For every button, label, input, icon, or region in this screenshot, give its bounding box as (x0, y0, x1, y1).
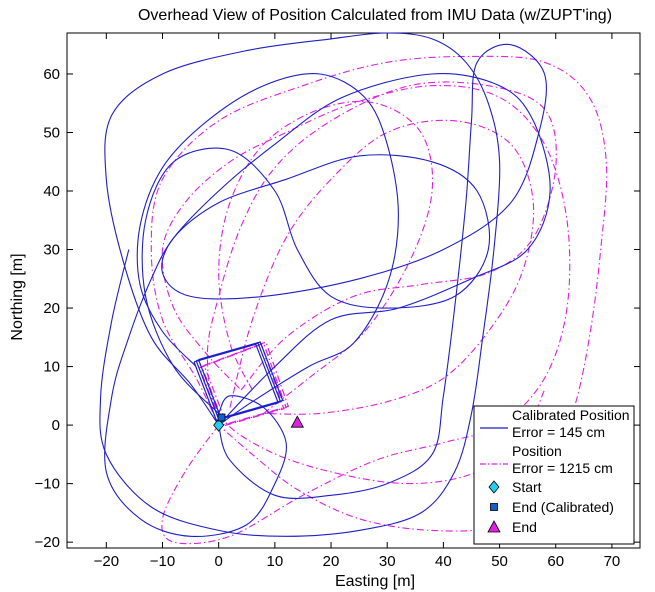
legend-marker-0 (488, 480, 500, 494)
series-0-square-pass-2 (197, 341, 284, 419)
legend-label-marker-0: Start (512, 479, 542, 495)
series-1-trace-2 (206, 81, 557, 485)
x-tick-label: 10 (267, 553, 284, 570)
legend-label-series-0: Calibrated Position (512, 407, 630, 423)
legend-label-series-0: Error = 145 cm (512, 424, 605, 440)
legend-marker-2 (487, 520, 501, 533)
legend-label-marker-2: End (512, 519, 537, 535)
x-tick-label: −10 (150, 553, 175, 570)
y-tick-label: −10 (35, 476, 60, 493)
legend-label-marker-1: End (Calibrated) (512, 499, 614, 515)
y-tick-label: 50 (43, 124, 60, 141)
marker-start (213, 418, 225, 432)
series-0-trace-3 (136, 73, 399, 426)
x-tick-label: 20 (323, 553, 340, 570)
marker-end (290, 415, 304, 428)
series-1-square-pass-2 (203, 341, 290, 425)
y-tick-label: 20 (43, 300, 60, 317)
series-1-trace-1 (161, 84, 571, 545)
x-axis-label: Easting [m] (335, 573, 415, 590)
y-axis-label: Northing [m] (9, 253, 26, 340)
y-tick-label: 40 (43, 183, 60, 200)
y-tick-label: 60 (43, 66, 60, 83)
y-tick-label: 0 (52, 417, 60, 434)
legend-marker-1 (490, 503, 498, 511)
legend-box (473, 405, 635, 545)
x-tick-label: −20 (94, 553, 119, 570)
x-tick-label: 0 (215, 553, 223, 570)
x-tick-label: 60 (547, 553, 564, 570)
series-0-trace-2 (141, 43, 547, 499)
chart-title: Overhead View of Position Calculated fro… (138, 7, 612, 24)
y-tick-label: 10 (43, 359, 60, 376)
series-1-trace-0 (150, 55, 608, 532)
marker-end-calibrated (217, 413, 226, 422)
y-tick-label: 30 (43, 242, 60, 259)
x-tick-label: 40 (435, 553, 452, 570)
y-tick-label: −20 (35, 534, 60, 551)
x-tick-label: 70 (604, 553, 621, 570)
legend-label-series-1: Error = 1215 cm (512, 460, 613, 476)
legend-label-series-1: Position (512, 443, 562, 459)
series-0-trace-0 (99, 32, 501, 537)
series-1-trace-3 (229, 119, 535, 415)
x-tick-label: 30 (379, 553, 396, 570)
x-tick-label: 50 (491, 553, 508, 570)
plot-area: −20 −10 0 10 20 30 40 50 60 70 −20 −10 0 10 20 30 40 50 60… (35, 32, 641, 570)
series-0-trace-1 (104, 73, 551, 537)
